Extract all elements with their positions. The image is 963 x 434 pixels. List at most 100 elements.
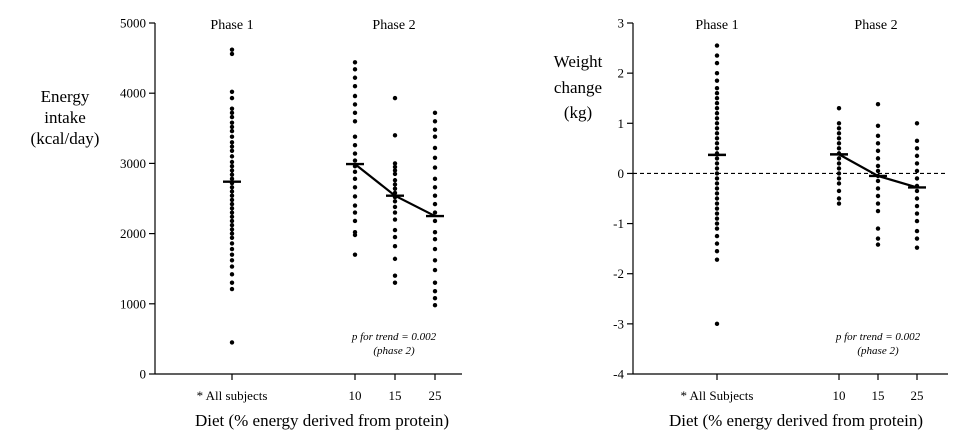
data-point: [836, 146, 842, 151]
data-point: [392, 273, 398, 278]
trend-annotation-line-1: p for trend = 0.002: [835, 331, 921, 343]
data-point: [352, 67, 358, 72]
data-point: [914, 228, 920, 234]
data-point: [914, 211, 920, 216]
data-point: [352, 169, 358, 175]
trend-annotation-line-2: (phase 2): [373, 345, 415, 357]
data-point: [392, 95, 398, 101]
data-point: [836, 166, 842, 171]
data-point: [714, 201, 720, 206]
data-point: [836, 156, 842, 161]
data-point: [352, 151, 358, 156]
data-point: [914, 121, 920, 126]
data-point: [392, 204, 398, 210]
data-point: [432, 246, 438, 252]
data-point: [352, 83, 358, 89]
data-point: [229, 252, 235, 257]
data-point: [875, 208, 881, 214]
data-point: [836, 176, 842, 181]
data-point: [392, 178, 398, 183]
phase-2-label: Phase 2: [372, 18, 415, 33]
data-point: [229, 235, 235, 241]
data-point: [432, 237, 438, 242]
data-point: [432, 303, 438, 308]
data-point: [432, 201, 438, 207]
data-point: [836, 131, 842, 136]
data-point: [714, 321, 720, 327]
data-point: [714, 181, 720, 186]
data-point: [836, 136, 842, 141]
data-point: [432, 165, 438, 170]
data-point: [875, 156, 881, 161]
data-point: [392, 280, 398, 285]
data-point: [714, 126, 720, 131]
data-point: [714, 226, 720, 231]
data-point: [432, 288, 438, 294]
data-point: [229, 114, 235, 120]
data-point: [229, 148, 235, 153]
data-point: [229, 47, 235, 52]
trend-annotation-line-1: p for trend = 0.002: [351, 331, 437, 343]
data-point: [229, 210, 235, 215]
phase-1-label: Phase 1: [695, 18, 738, 33]
data-point: [432, 229, 438, 235]
data-point: [229, 222, 235, 228]
x-tick-label: * All Subjects: [681, 388, 754, 403]
data-point: [432, 258, 438, 263]
data-point: [229, 124, 235, 130]
data-point: [714, 186, 720, 191]
data-point: [914, 218, 920, 224]
data-point: [875, 186, 881, 191]
data-point: [432, 210, 438, 215]
data-point: [914, 203, 920, 209]
y-axis-label-line-1: Weight: [554, 52, 603, 71]
data-point: [875, 242, 881, 247]
y-tick-label: -4: [613, 367, 624, 382]
x-tick-label: 10: [833, 388, 846, 403]
data-point: [392, 182, 398, 187]
y-tick-label: 2000: [120, 226, 146, 241]
data-point: [229, 272, 235, 277]
data-point: [229, 340, 235, 345]
data-point: [714, 146, 720, 151]
data-point: [714, 161, 720, 166]
y-axis-label-line-3: (kcal/day): [31, 129, 100, 148]
data-point: [392, 234, 398, 240]
data-point: [432, 218, 438, 224]
data-point: [914, 168, 920, 174]
y-tick-label: 1000: [120, 296, 146, 311]
data-point: [229, 206, 235, 211]
data-point: [714, 53, 720, 58]
y-axis-label-line-2: change: [554, 78, 602, 97]
data-point: [229, 214, 235, 219]
energy-intake-chart: 0 1000 2000 3000 4000 5000 * All subjects 10 15…: [31, 16, 462, 430]
data-point: [914, 188, 920, 194]
data-point: [352, 203, 358, 208]
data-point: [714, 43, 720, 48]
data-point: [714, 191, 720, 196]
trend-annotation-line-2: (phase 2): [857, 345, 899, 357]
x-tick-label: 15: [389, 388, 402, 403]
data-point: [352, 142, 358, 148]
data-point: [714, 176, 720, 181]
data-point: [352, 218, 358, 224]
data-point: [352, 60, 358, 65]
data-point: [229, 280, 235, 285]
data-point: [914, 153, 920, 159]
data-point: [432, 176, 438, 182]
data-point: [714, 211, 720, 216]
data-point: [714, 166, 720, 171]
y-tick-label: 5000: [120, 16, 146, 31]
data-point: [875, 102, 881, 107]
y-tick-label: 4000: [120, 86, 146, 101]
y-tick-label: 0: [140, 367, 147, 382]
phase-1-label: Phase 1: [210, 18, 253, 33]
data-point: [914, 161, 920, 166]
data-point: [392, 199, 398, 204]
data-point: [229, 258, 235, 263]
data-point: [229, 227, 235, 232]
data-point: [714, 91, 720, 96]
data-point: [714, 233, 720, 239]
x-tick-label: * All subjects: [197, 388, 268, 403]
data-point: [836, 126, 842, 131]
